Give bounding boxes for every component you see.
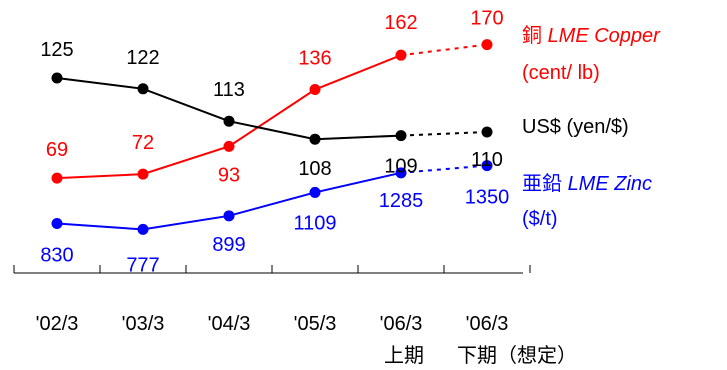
- data-point: [137, 223, 149, 235]
- data-labels: 69 72 93 136 162 170 125 122 113 108 109 110 830 777 8…: [40, 8, 509, 277]
- legend-item-2: 亜鉛 LME Zinc: [522, 172, 652, 195]
- data-point: [395, 49, 407, 61]
- data-label: 170: [470, 8, 503, 30]
- data-point: [223, 140, 235, 152]
- data-label: 830: [40, 245, 73, 267]
- data-point: [481, 39, 493, 51]
- data-label: 899: [212, 234, 245, 256]
- x-tick-label: '05/3: [294, 313, 337, 335]
- data-point: [51, 72, 63, 84]
- data-point: [137, 168, 149, 180]
- data-point: [137, 83, 149, 95]
- data-label: 125: [40, 39, 73, 61]
- legend: 銅 LME Copper (cent/ lb) US$ (yen/$) 亜鉛 LME …: [522, 24, 661, 230]
- data-point: [481, 126, 493, 138]
- data-point: [309, 133, 321, 145]
- x-tick-label: '02/3: [36, 313, 79, 335]
- data-point: [223, 115, 235, 127]
- data-label: 93: [218, 164, 240, 186]
- data-label: 777: [126, 254, 159, 276]
- x-tick-sublabel: 下期（想定）: [457, 344, 577, 367]
- x-tick-label: '03/3: [122, 313, 165, 335]
- data-label: 1350: [465, 187, 510, 209]
- legend-unit-0: (cent/ lb): [522, 62, 600, 84]
- data-point: [481, 160, 493, 172]
- data-point: [51, 172, 63, 184]
- data-label: 136: [298, 48, 331, 70]
- data-point: [223, 210, 235, 222]
- series-lines: [51, 39, 493, 235]
- legend-item-1: US$ (yen/$): [522, 116, 629, 138]
- data-label: 1109: [293, 212, 336, 234]
- data-label: 162: [384, 12, 417, 34]
- data-label: 110: [471, 149, 503, 171]
- data-label: 108: [298, 158, 331, 180]
- x-tick-label: '06/3: [380, 313, 423, 335]
- x-tick-label: '06/3: [466, 313, 509, 335]
- x-tick-sublabel: 上期: [384, 344, 424, 367]
- data-point: [51, 218, 63, 230]
- data-label: 1285: [379, 190, 424, 212]
- data-label: 69: [46, 139, 68, 161]
- data-label: 72: [132, 132, 154, 154]
- data-label: 113: [213, 79, 245, 101]
- data-point: [395, 130, 407, 142]
- legend-unit-2: ($/t): [522, 208, 558, 230]
- x-axis: '02/3 '03/3 '04/3 '05/3 '06/3 '06/3 上期 下期（想定）: [13, 265, 577, 367]
- data-point: [309, 186, 321, 198]
- data-label: 122: [126, 47, 159, 69]
- data-point: [309, 84, 321, 96]
- data-label: 109: [384, 156, 417, 178]
- series-projection-0: [400, 43, 488, 57]
- data-point: [395, 167, 407, 179]
- legend-item-0: 銅 LME Copper: [522, 24, 661, 47]
- x-tick-label: '04/3: [208, 313, 251, 335]
- series-projection-1: [400, 131, 488, 137]
